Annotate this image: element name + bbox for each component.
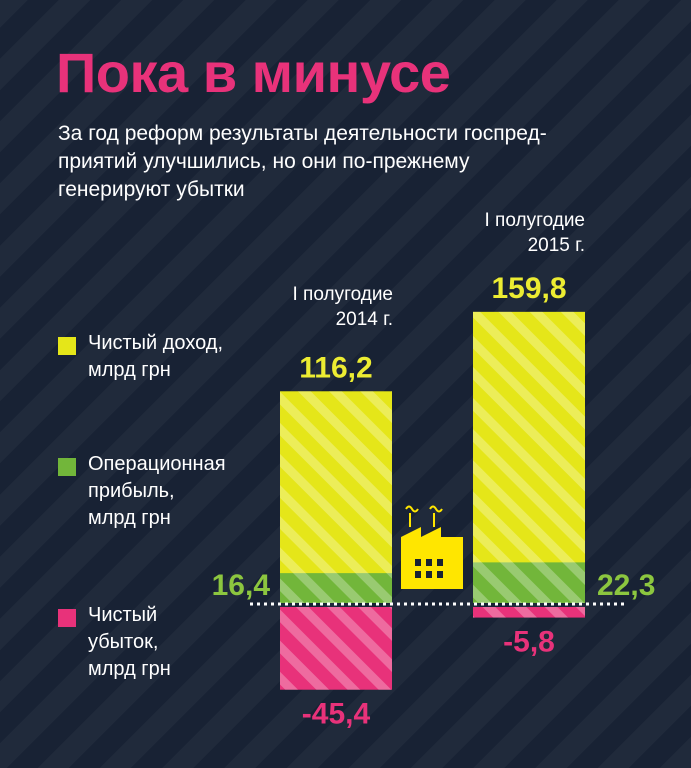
subtitle-line: генерируют убытки [58, 178, 245, 201]
income-value-label: 116,2 [299, 351, 372, 384]
subtitle-line: приятий улучшились, но они по-прежнему [58, 150, 470, 173]
legend-label-line: прибыль, [88, 480, 175, 502]
legend-label-line: Чистый доход, [88, 332, 224, 354]
page-title: Пока в минусе [56, 41, 451, 104]
loss-value-label: -5,8 [503, 626, 555, 659]
category-label-line: 2015 г. [527, 235, 585, 256]
legend-swatch-profit [58, 458, 76, 476]
legend-label-line: убыток, [88, 631, 159, 653]
legend-label-line: млрд грн [88, 658, 171, 680]
subtitle-line: За год реформ результаты деятельности го… [58, 122, 547, 145]
category-label-line: I полугодие [292, 284, 393, 305]
loss-value-label: -45,4 [302, 698, 371, 731]
bar-hatch [473, 607, 585, 618]
legend-label-line: Чистый [88, 604, 158, 626]
income-value-label: 159,8 [491, 272, 566, 305]
bars-layer [280, 311, 585, 690]
legend-swatch-loss [58, 609, 76, 627]
legend-label-income: Чистый доход, млрд грн [88, 330, 223, 384]
category-label-2014: I полугодие 2014 г. [292, 282, 393, 332]
legend-label-profit: Операционная прибыль, млрд грн [88, 451, 226, 532]
category-label-line: I полугодие [484, 210, 585, 231]
subtitle: За год реформ результаты деятельности го… [58, 120, 658, 204]
legend-label-line: Операционная [88, 453, 226, 475]
category-label-2015: I полугодие 2015 г. [484, 208, 585, 258]
profit-value-label: 16,4 [212, 569, 271, 602]
legend-label-line: млрд грн [88, 359, 171, 381]
legend-label-loss: Чистый убыток, млрд грн [88, 602, 171, 683]
factory-icon [401, 505, 463, 589]
legend-label-line: млрд грн [88, 507, 171, 529]
category-label-line: 2014 г. [335, 309, 393, 330]
legend-swatch-income [58, 337, 76, 355]
profit-value-label: 22,3 [597, 569, 655, 602]
bar-hatch [280, 607, 392, 690]
bar-hatch [473, 311, 585, 603]
bar-hatch [280, 391, 392, 603]
